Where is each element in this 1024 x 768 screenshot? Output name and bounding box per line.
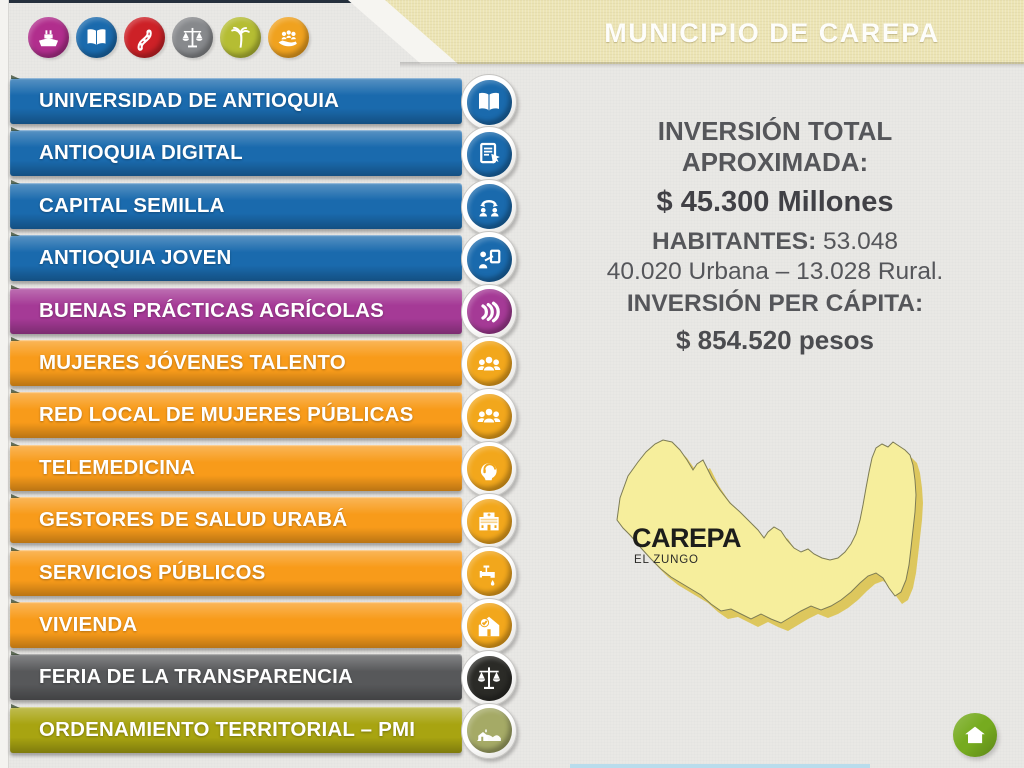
header-band xyxy=(385,0,1024,64)
percapita-value: $ 854.520 pesos xyxy=(675,325,875,356)
carepa-map: CAREPA EL ZUNGO xyxy=(560,400,1020,660)
menu-item-2[interactable]: ANTIOQUIA DIGITAL xyxy=(10,126,530,183)
icon-bead xyxy=(461,702,517,759)
menu-item-label: ANTIOQUIA JOVEN xyxy=(39,246,232,270)
menu-item-label: ORDENAMIENTO TERRITORIAL – PMI xyxy=(39,717,416,741)
menu-item-9[interactable]: GESTORES DE SALUD URABÁ xyxy=(10,493,530,550)
menu-item-4[interactable]: ANTIOQUIA JOVEN xyxy=(10,231,530,288)
open-book-icon xyxy=(466,79,512,125)
icon-bead xyxy=(461,283,517,340)
menu-item-10[interactable]: SERVICIOS PÚBLICOS xyxy=(10,545,530,602)
menu-item-label: MUJERES JÓVENES TALENTO xyxy=(39,350,346,374)
habitantes-line: HABITANTES: 53.048 xyxy=(540,228,1010,256)
icon-bead xyxy=(461,545,517,602)
inversion-total-label-line2: APROXIMADA: xyxy=(681,146,869,177)
road-icon[interactable] xyxy=(124,17,165,58)
icon-bead xyxy=(461,493,517,550)
menu-item-11[interactable]: VIVIENDA xyxy=(10,597,530,654)
inversion-total-value: $ 45.300 Millones xyxy=(656,186,894,219)
icon-bead xyxy=(461,335,517,392)
open-book-icon[interactable] xyxy=(76,17,117,58)
icon-bead xyxy=(461,597,517,654)
menu-item-8[interactable]: TELEMEDICINA xyxy=(10,440,530,497)
icon-bead xyxy=(461,74,517,130)
menu-item-label: VIVIENDA xyxy=(39,612,138,636)
menu-item-label: FERIA DE LA TRANSPARENCIA xyxy=(39,665,354,689)
menu-item-label: ANTIOQUIA DIGITAL xyxy=(39,141,243,165)
menu-item-1[interactable]: UNIVERSIDAD DE ANTIOQUIA xyxy=(10,74,530,130)
icon-bead xyxy=(461,650,517,707)
menu-item-label: RED LOCAL DE MUJERES PÚBLICAS xyxy=(39,403,414,427)
habitantes-label: HABITANTES: xyxy=(652,228,817,256)
house-check-icon xyxy=(466,603,512,649)
home-icon xyxy=(961,721,989,749)
map-label-el-zungo: EL ZUNGO xyxy=(634,554,699,566)
palm-tree-icon[interactable] xyxy=(220,17,261,58)
inversion-total-label-line1: INVERSIÓN TOTAL xyxy=(657,116,893,146)
investment-stats: INVERSIÓN TOTAL APROXIMADA: $ 45.300 Mil… xyxy=(540,116,1010,356)
person-board-icon xyxy=(466,236,512,282)
menu-item-12[interactable]: FERIA DE LA TRANSPARENCIA xyxy=(10,650,530,707)
menu-item-3[interactable]: CAPITAL SEMILLA xyxy=(10,178,530,235)
menu-item-label: BUENAS PRÁCTICAS AGRÍCOLAS xyxy=(39,298,384,322)
percapita-label: INVERSIÓN PER CÁPITA: xyxy=(626,290,924,318)
hand-people-icon[interactable] xyxy=(268,17,309,58)
bananas-icon xyxy=(466,289,512,335)
icon-bead xyxy=(461,126,517,183)
scales-icon[interactable] xyxy=(172,17,213,58)
menu-item-label: CAPITAL SEMILLA xyxy=(39,193,225,217)
house-landscape-icon xyxy=(466,708,512,754)
program-menu: UNIVERSIDAD DE ANTIOQUIA ANTIOQUIA DIGIT… xyxy=(10,74,530,759)
exchange-icon xyxy=(466,184,512,230)
population-breakdown: 40.020 Urbana – 13.028 Rural. xyxy=(606,258,944,286)
scales-icon xyxy=(466,655,512,701)
menu-item-7[interactable]: RED LOCAL DE MUJERES PÚBLICAS xyxy=(10,388,530,445)
menu-item-label: GESTORES DE SALUD URABÁ xyxy=(39,508,348,532)
header-shadow xyxy=(400,62,1024,68)
habitantes-value: 53.048 xyxy=(823,228,898,256)
home-button[interactable] xyxy=(953,713,997,757)
icon-bead xyxy=(461,178,517,235)
icon-bead xyxy=(461,388,517,445)
menu-item-label: TELEMEDICINA xyxy=(39,455,196,479)
document-touch-icon xyxy=(466,131,512,177)
ship-icon[interactable] xyxy=(28,17,69,58)
icon-bead xyxy=(461,440,517,497)
map-region xyxy=(616,439,917,624)
top-border-line xyxy=(0,0,395,3)
page-title: MUNICIPIO DE CAREPA xyxy=(604,18,940,48)
women-group-icon xyxy=(466,341,512,387)
top-icon-bar xyxy=(28,17,309,58)
hospital-icon xyxy=(466,498,512,544)
left-border-frame xyxy=(0,0,9,768)
women-group-icon xyxy=(466,393,512,439)
menu-item-5[interactable]: BUENAS PRÁCTICAS AGRÍCOLAS xyxy=(10,283,530,340)
bottom-accent-bar xyxy=(570,764,870,768)
menu-item-13[interactable]: ORDENAMIENTO TERRITORIAL – PMI xyxy=(10,702,530,759)
head-headset-icon xyxy=(466,446,512,492)
icon-bead xyxy=(461,231,517,288)
menu-item-label: UNIVERSIDAD DE ANTIOQUIA xyxy=(39,89,340,112)
map-label-carepa: CAREPA xyxy=(632,523,741,553)
menu-item-6[interactable]: MUJERES JÓVENES TALENTO xyxy=(10,335,530,392)
menu-item-label: SERVICIOS PÚBLICOS xyxy=(39,560,266,584)
faucet-icon xyxy=(466,551,512,597)
